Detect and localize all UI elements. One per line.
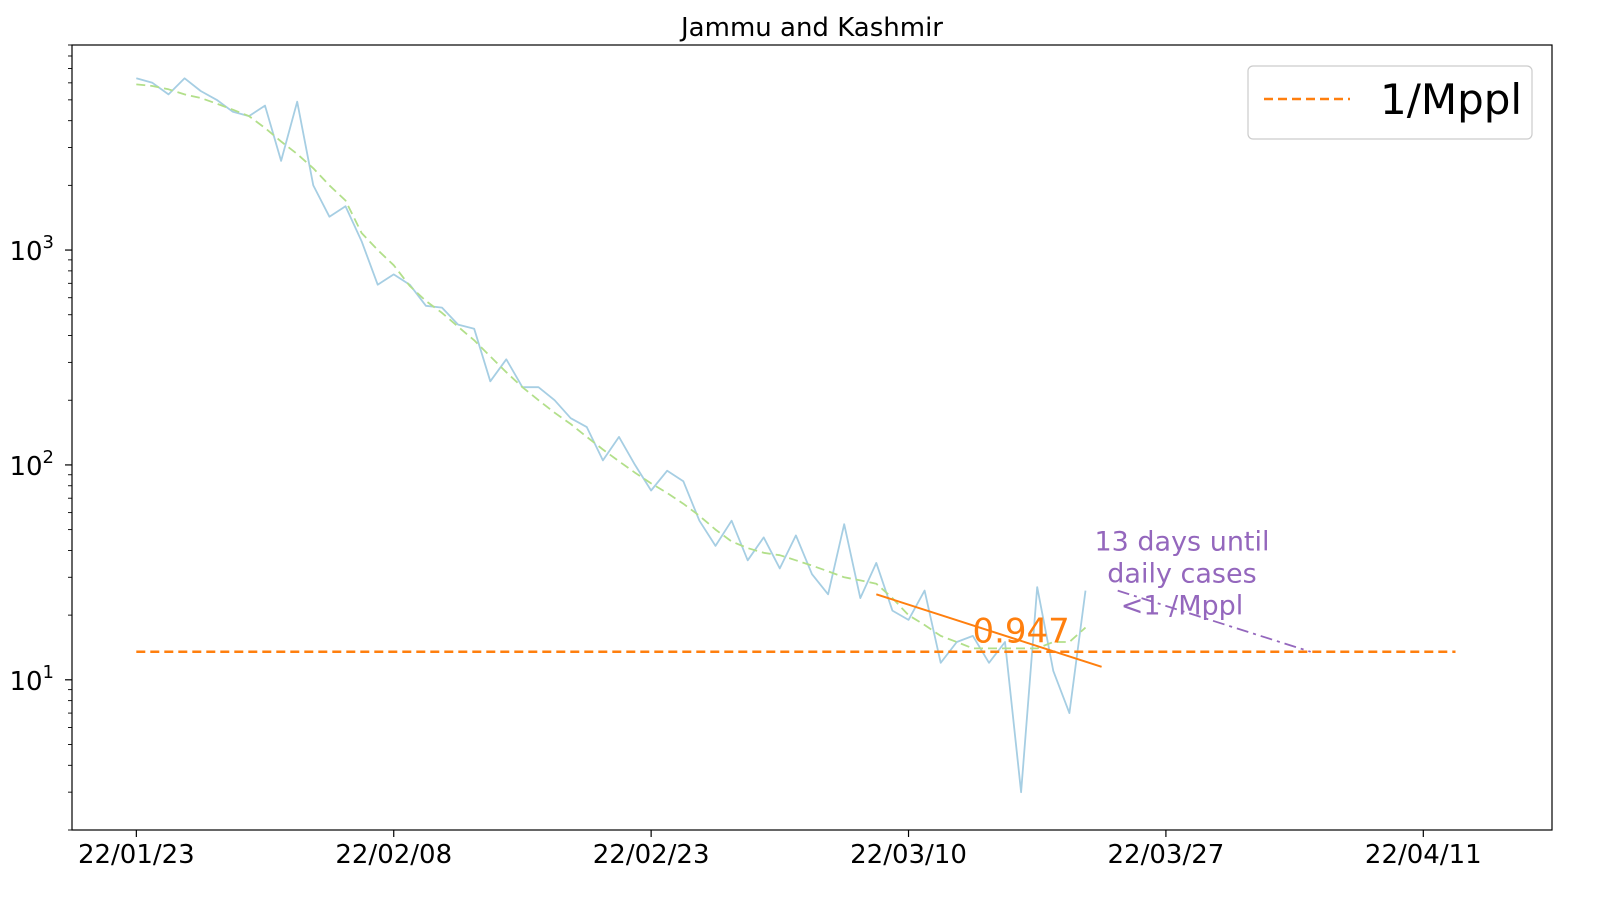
legend-label-1mppl: 1/Mppl	[1380, 75, 1522, 124]
x-tick-label: 22/03/10	[850, 840, 967, 870]
plot-area	[71, 44, 1553, 831]
x-tick-label: 22/02/23	[593, 840, 710, 870]
x-axis-ticks: 22/01/23 22/02/08 22/02/23 22/03/10 22/03/27…	[78, 830, 1482, 870]
series-lines	[136, 77, 1456, 794]
growth-rate-label: 0.947	[972, 611, 1069, 651]
legend-box	[1247, 65, 1533, 140]
days-until-label: 13 days until daily cases <1 /Mppl	[1094, 526, 1269, 621]
x-tick-label: 22/04/11	[1365, 840, 1482, 870]
legend: 1/Mppl	[1247, 65, 1533, 140]
projection-line	[1117, 589, 1311, 653]
daily-cases-line	[136, 77, 1087, 794]
smoothed-cases-line	[136, 83, 1087, 650]
chart-title: Jammu and Kashmir	[679, 13, 943, 43]
trend-fit-line	[875, 593, 1102, 668]
y-tick-label: 101	[9, 662, 54, 697]
y-tick-label: 103	[9, 232, 54, 267]
y-tick-label: 102	[9, 447, 54, 482]
x-tick-label: 22/03/27	[1108, 840, 1225, 870]
y-axis-ticks: 101 102 103	[9, 44, 72, 831]
x-tick-label: 22/02/08	[335, 840, 452, 870]
annotations: 0.947 13 days until daily cases <1 /Mppl	[972, 526, 1269, 651]
x-tick-label: 22/01/23	[78, 840, 195, 870]
